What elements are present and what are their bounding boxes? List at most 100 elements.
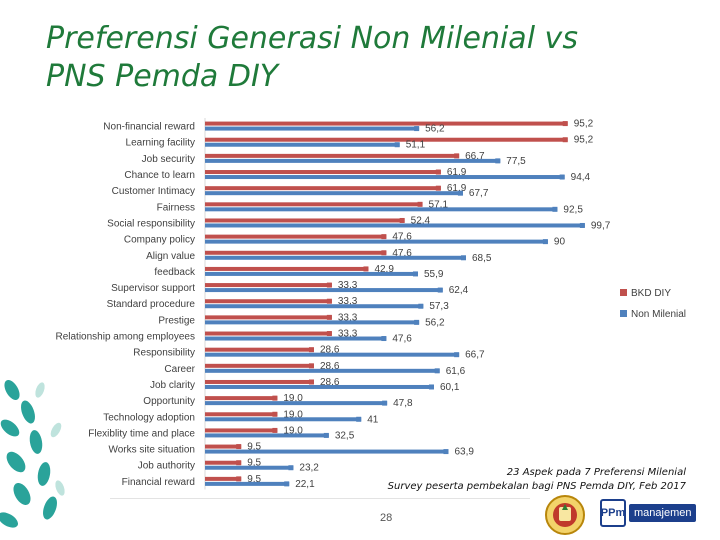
bar-non-milenial [205,449,449,454]
legend-label: BKD DIY [631,288,671,299]
data-label-bkd-diy: 47,6 [392,248,412,259]
bar-end-marker-bkd-diy [435,185,441,191]
category-label: Flexiblity time and place [88,428,195,439]
data-label-non-milenial: 55,9 [424,269,444,280]
bar-non-milenial [205,320,420,325]
bar-non-milenial [205,271,418,276]
bar-end-marker-bkd-diy [308,363,314,369]
bar-non-milenial [205,142,400,147]
leaf-decoration [0,380,65,528]
bar-end-marker-non-milenial [284,481,290,487]
bar-end-marker-bkd-diy [308,379,314,385]
bar-end-marker-bkd-diy [454,153,460,159]
data-label-non-milenial: 56,2 [425,124,445,135]
data-label-non-milenial: 47,6 [392,334,412,345]
data-label-non-milenial: 32,5 [335,430,355,441]
bar-end-marker-bkd-diy [272,411,278,417]
bar-end-marker-non-milenial [356,416,362,422]
data-label-bkd-diy: 52,4 [411,215,431,226]
bar-bkd-diy [205,396,278,401]
bar-bkd-diy [205,218,405,223]
bar-non-milenial [205,207,558,212]
bar-bkd-diy [205,202,423,207]
bar-end-marker-non-milenial [454,352,460,358]
data-label-bkd-diy: 42,9 [374,264,394,275]
bar-end-marker-non-milenial [428,384,434,390]
data-label-non-milenial: 57,3 [429,301,449,312]
bar-non-milenial [205,255,466,260]
bar-bkd-diy [205,234,387,239]
bar-bkd-diy [205,170,441,175]
page-number: 28 [380,512,393,524]
bar-bkd-diy [205,299,332,304]
bar-end-marker-non-milenial [457,190,463,196]
data-label-non-milenial: 62,4 [449,285,469,296]
data-label-non-milenial: 66,7 [465,350,485,361]
data-label-non-milenial: 61,6 [446,366,466,377]
data-label-non-milenial: 68,5 [472,253,492,264]
category-label: Responsibility [133,348,195,359]
bar-end-marker-bkd-diy [417,201,423,207]
bar-non-milenial [205,158,501,163]
bar-end-marker-bkd-diy [236,460,242,466]
bar-non-milenial [205,481,290,486]
data-label-non-milenial: 41 [367,414,379,425]
bar-bkd-diy [205,428,278,433]
bar-non-milenial [205,126,420,131]
data-label-non-milenial: 92,5 [563,204,583,215]
category-label: Chance to learn [124,170,195,181]
bar-end-marker-non-milenial [382,400,388,406]
data-label-non-milenial: 63,9 [454,447,474,458]
bar-end-marker-bkd-diy [562,137,568,143]
bar-bkd-diy [205,379,314,384]
bar-bkd-diy [205,266,369,271]
bar-end-marker-bkd-diy [363,266,369,272]
data-label-bkd-diy: 33,3 [338,296,358,307]
bar-end-marker-non-milenial [323,432,329,438]
bar-end-marker-bkd-diy [435,169,441,175]
bar-non-milenial [205,336,387,341]
bar-bkd-diy [205,363,314,368]
data-label-bkd-diy: 57,1 [429,199,449,210]
bar-non-milenial [205,352,460,357]
data-label-bkd-diy: 66,7 [465,151,485,162]
bar-end-marker-bkd-diy [272,395,278,401]
bar-bkd-diy [205,412,278,417]
bar-bkd-diy [205,121,568,126]
bar-end-marker-non-milenial [542,239,548,245]
bar-bkd-diy [205,153,460,158]
footer-divider [110,498,530,499]
bar-non-milenial [205,239,548,244]
data-label-non-milenial: 77,5 [506,156,526,167]
category-label: Company policy [124,235,195,246]
bar-bkd-diy [205,186,441,191]
bar-end-marker-non-milenial [460,255,466,261]
category-label: Social responsibility [107,218,195,229]
data-label-bkd-diy: 33,3 [338,280,358,291]
bar-bkd-diy [205,315,332,320]
bar-end-marker-non-milenial [437,287,443,293]
source-note-line-2: Survey peserta pembekalan bagi PNS Pemda… [387,481,686,492]
data-label-non-milenial: 94,4 [571,172,591,183]
category-label: Align value [146,251,195,262]
bar-end-marker-bkd-diy [272,427,278,433]
data-label-non-milenial: 60,1 [440,382,460,393]
bar-end-marker-non-milenial [381,336,387,342]
source-note-line-1: 23 Aspek pada 7 Preferensi Milenial [506,467,686,478]
ppm-logo-text: manajemen [629,504,697,522]
bar-bkd-diy [205,137,568,142]
category-label: Job security [142,154,195,165]
bar-end-marker-bkd-diy [562,121,568,127]
category-label: Career [164,364,195,375]
bar-end-marker-non-milenial [394,142,400,148]
bar-bkd-diy [205,476,242,481]
bar-end-marker-bkd-diy [326,331,332,337]
government-seal-icon [545,495,585,535]
bar-end-marker-bkd-diy [326,298,332,304]
bar-bkd-diy [205,347,314,352]
bar-non-milenial [205,433,329,438]
bar-end-marker-non-milenial [434,368,440,374]
bar-bkd-diy [205,283,332,288]
data-label-non-milenial: 47,8 [393,398,413,409]
